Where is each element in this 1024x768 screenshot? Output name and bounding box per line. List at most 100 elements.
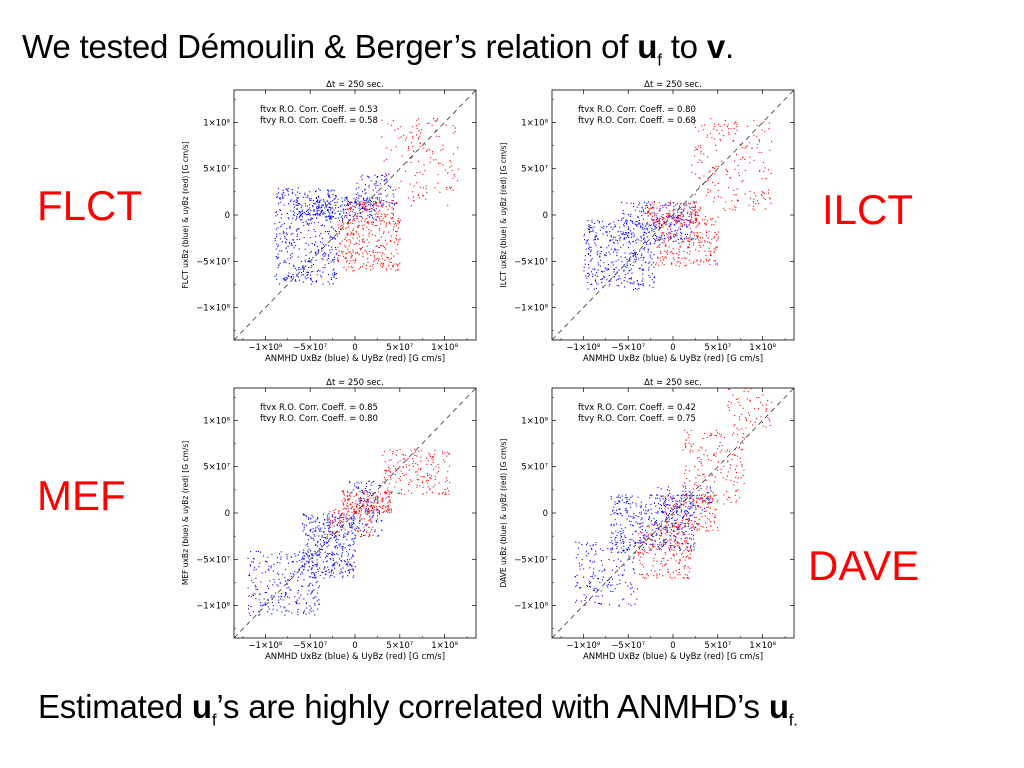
data-point bbox=[746, 145, 748, 147]
data-point bbox=[768, 192, 770, 194]
data-point bbox=[369, 213, 371, 215]
data-point bbox=[641, 206, 643, 208]
data-point bbox=[390, 186, 392, 188]
data-point bbox=[597, 262, 599, 264]
data-point bbox=[716, 129, 718, 131]
data-point bbox=[622, 539, 624, 541]
data-point bbox=[344, 245, 346, 247]
data-point bbox=[375, 520, 377, 522]
data-point bbox=[612, 264, 614, 266]
data-point bbox=[375, 258, 377, 260]
data-point bbox=[339, 572, 341, 574]
data-point bbox=[342, 502, 344, 504]
data-point bbox=[625, 232, 627, 234]
data-point bbox=[346, 518, 348, 520]
data-point bbox=[444, 488, 446, 490]
data-point bbox=[368, 510, 370, 512]
data-point bbox=[578, 542, 580, 544]
data-point bbox=[691, 206, 693, 208]
data-point bbox=[363, 534, 365, 536]
data-point bbox=[690, 262, 692, 264]
data-point bbox=[444, 461, 446, 463]
data-point bbox=[339, 543, 341, 545]
data-point bbox=[449, 465, 451, 467]
data-point bbox=[673, 545, 675, 547]
data-point bbox=[348, 251, 350, 253]
data-point bbox=[632, 206, 634, 208]
data-point bbox=[368, 201, 370, 203]
data-point bbox=[717, 238, 719, 240]
data-point bbox=[630, 524, 632, 526]
data-point bbox=[375, 203, 377, 205]
data-point bbox=[598, 264, 600, 266]
data-point bbox=[362, 207, 364, 209]
data-point bbox=[278, 192, 280, 194]
data-point bbox=[692, 504, 694, 506]
data-point bbox=[666, 219, 668, 221]
data-point bbox=[327, 210, 329, 212]
data-point bbox=[278, 573, 280, 575]
data-point bbox=[422, 187, 424, 189]
data-point bbox=[341, 556, 343, 558]
data-point bbox=[630, 220, 632, 222]
data-point bbox=[638, 552, 640, 554]
data-point bbox=[382, 220, 384, 222]
data-point bbox=[641, 215, 643, 217]
data-point bbox=[330, 278, 332, 280]
data-point bbox=[341, 524, 343, 526]
data-point bbox=[690, 211, 692, 213]
data-point bbox=[287, 562, 289, 564]
data-point bbox=[664, 221, 666, 223]
data-point bbox=[335, 516, 337, 518]
data-point bbox=[326, 542, 328, 544]
data-point bbox=[584, 259, 586, 261]
data-point bbox=[280, 556, 282, 558]
data-point bbox=[606, 234, 608, 236]
data-point bbox=[621, 218, 623, 220]
data-point bbox=[283, 232, 285, 234]
data-point bbox=[608, 579, 610, 581]
data-point bbox=[301, 561, 303, 563]
data-point bbox=[346, 261, 348, 263]
data-point bbox=[589, 560, 591, 562]
data-point bbox=[408, 469, 410, 471]
data-point bbox=[679, 550, 681, 552]
data-point bbox=[655, 219, 657, 221]
data-point bbox=[675, 505, 677, 507]
data-point bbox=[294, 267, 296, 269]
y-tick-label: 1×10⁸ bbox=[521, 118, 548, 128]
data-point bbox=[674, 536, 676, 538]
data-point bbox=[630, 582, 632, 584]
data-point bbox=[352, 532, 354, 534]
data-point bbox=[668, 547, 670, 549]
data-point bbox=[599, 548, 601, 550]
data-point bbox=[279, 582, 281, 584]
data-point bbox=[584, 239, 586, 241]
data-point bbox=[427, 122, 429, 124]
data-point bbox=[674, 233, 676, 235]
data-point bbox=[332, 237, 334, 239]
data-point bbox=[765, 178, 767, 180]
data-point bbox=[627, 232, 629, 234]
data-point bbox=[680, 524, 682, 526]
data-point bbox=[626, 548, 628, 550]
data-point bbox=[304, 248, 306, 250]
data-point bbox=[365, 511, 367, 513]
data-point bbox=[717, 231, 719, 233]
data-point bbox=[373, 502, 375, 504]
data-point bbox=[318, 535, 320, 537]
data-point bbox=[311, 568, 313, 570]
data-point bbox=[300, 567, 302, 569]
data-point bbox=[335, 231, 337, 233]
data-point bbox=[596, 271, 598, 273]
data-point bbox=[335, 217, 337, 219]
data-point bbox=[345, 508, 347, 510]
data-point bbox=[381, 213, 383, 215]
data-point bbox=[342, 209, 344, 211]
data-point bbox=[674, 538, 676, 540]
data-point bbox=[648, 201, 650, 203]
data-point bbox=[312, 528, 314, 530]
data-point bbox=[675, 221, 677, 223]
data-point bbox=[350, 222, 352, 224]
data-point bbox=[658, 218, 660, 220]
